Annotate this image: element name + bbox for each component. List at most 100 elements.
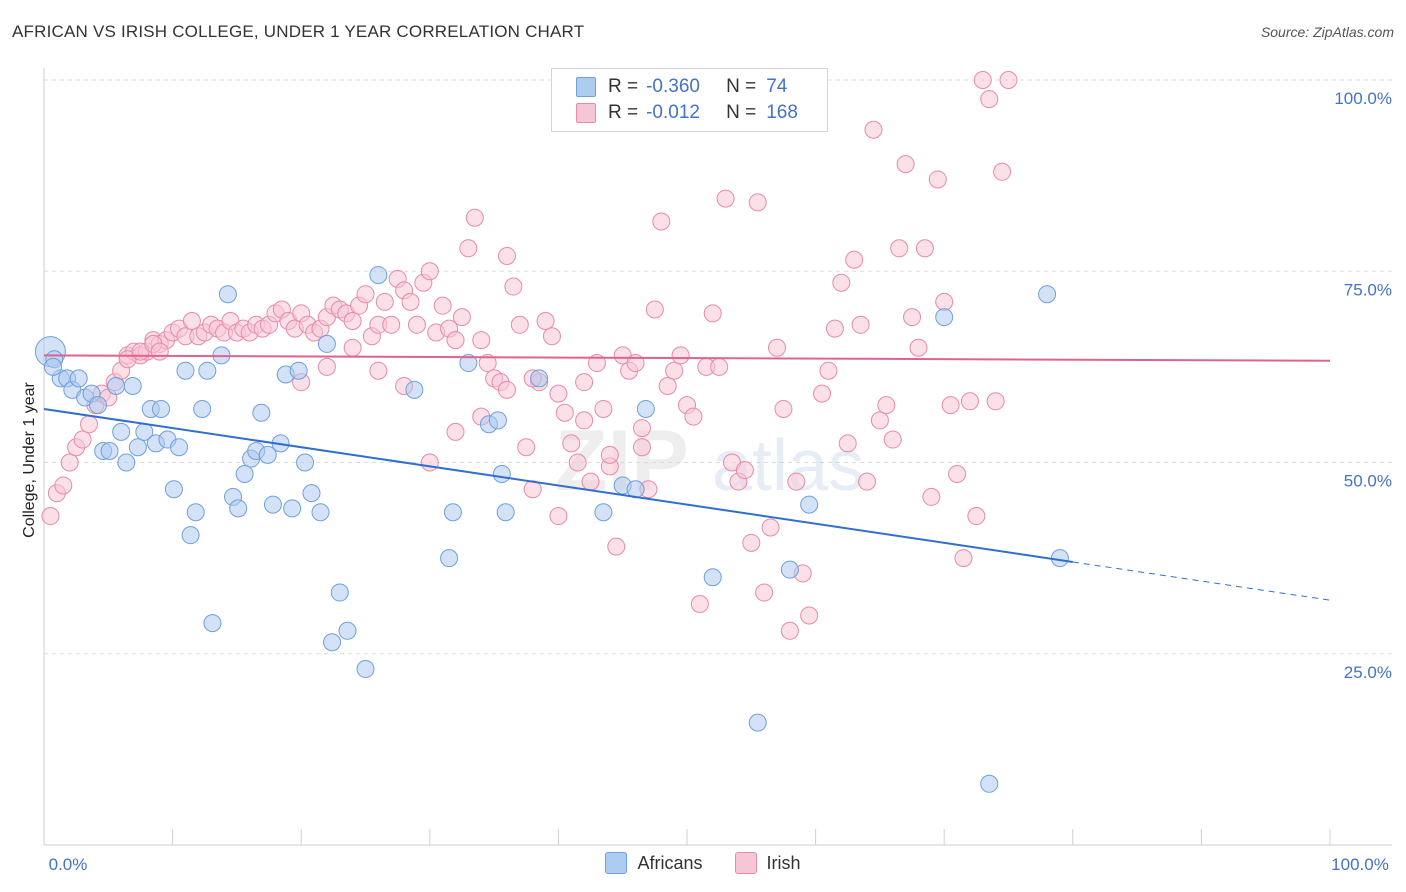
africans-point [369, 266, 388, 285]
legend-n-value: 74 [766, 76, 788, 97]
y-tick-label: 50.0% [1344, 472, 1392, 491]
legend-n-value: 168 [766, 102, 798, 123]
africans-point [112, 422, 131, 441]
legend-item-irish[interactable]: Irish [734, 852, 801, 874]
irish-point [832, 273, 851, 292]
irish-point [594, 399, 613, 418]
africans-trend-extension [1072, 561, 1331, 601]
irish-point [41, 507, 60, 526]
axes [43, 68, 1392, 846]
legend-label-africans: Africans [637, 852, 703, 873]
irish-point [510, 315, 529, 334]
africans-point [198, 361, 217, 380]
irish-point [735, 461, 754, 480]
irish-point [60, 453, 79, 472]
irish-swatch [734, 852, 757, 874]
irish-point [761, 518, 780, 537]
africans-point [117, 453, 136, 472]
irish-point [568, 453, 587, 472]
africans-point [636, 399, 655, 418]
irish-point [999, 71, 1018, 89]
africans-point [69, 369, 88, 388]
irish-point [877, 396, 896, 415]
irish-point [407, 315, 426, 334]
legend-n-label: N = [726, 102, 757, 123]
africans-point [258, 445, 277, 464]
irish-point [420, 262, 439, 281]
irish-point [343, 338, 362, 357]
irish-point [903, 308, 922, 327]
watermark: ZIP atlas [555, 413, 864, 509]
africans-point [164, 480, 183, 499]
irish-point [607, 537, 626, 556]
irish-point [452, 308, 471, 327]
irish-point [870, 411, 889, 430]
africans-point [356, 660, 375, 679]
africans-point [44, 357, 63, 376]
irish-point [549, 384, 568, 403]
irish-point [356, 285, 375, 304]
stats-legend: R = -0.360 N = 74 R = -0.012 N = 168 [551, 68, 828, 132]
africans-point [1050, 549, 1069, 568]
africans-point [176, 361, 195, 380]
africans-trend-line [43, 407, 1073, 563]
irish-point [973, 71, 992, 89]
irish-point [671, 346, 690, 365]
africans-point [203, 614, 222, 633]
irish-point [80, 415, 99, 434]
irish-point [401, 292, 420, 311]
irish-point [960, 392, 979, 411]
irish-point [504, 277, 523, 296]
irish-point [600, 445, 619, 464]
irish-point [684, 407, 703, 426]
y-axis-label: College, Under 1 year [21, 382, 38, 538]
irish-point [845, 250, 864, 269]
irish-point [896, 155, 915, 174]
legend-item-africans[interactable]: Africans [605, 852, 703, 874]
africans-point [283, 499, 302, 518]
irish-point [980, 90, 999, 109]
irish-point [690, 595, 709, 614]
irish-point [562, 434, 581, 453]
africans-point [492, 464, 511, 483]
irish-point [459, 239, 478, 258]
africans-point [1038, 285, 1057, 304]
irish-point [774, 399, 793, 418]
africans-point [193, 399, 212, 418]
x-tick-label: 0.0% [49, 855, 88, 874]
irish-point [497, 246, 516, 265]
irish-point [465, 208, 484, 227]
irish-point [819, 361, 838, 380]
africans-point [496, 503, 515, 522]
africans-point [89, 396, 108, 415]
africans-point [330, 583, 349, 602]
irish-point [748, 193, 767, 212]
africans-point [488, 411, 507, 430]
irish-point [536, 311, 555, 330]
irish-point [922, 487, 941, 506]
irish-point [369, 361, 388, 380]
africans-point [530, 369, 549, 388]
y-tick-label: 25.0% [1344, 663, 1392, 682]
irish-point [883, 430, 902, 449]
irish-point [915, 239, 934, 258]
africans-point [323, 633, 342, 652]
irish-point [632, 419, 651, 438]
legend-n-label: N = [726, 76, 757, 97]
irish-point [652, 212, 671, 231]
tick-labels: 100.0% 75.0% 50.0% 25.0% 0.0% 100.0% [49, 89, 1392, 874]
irish-point [967, 507, 986, 526]
irish-point [710, 357, 729, 376]
africans-point [289, 361, 308, 380]
irish-point [549, 507, 568, 526]
irish-point [446, 331, 465, 350]
irish-swatch [576, 103, 596, 123]
irish-point [73, 430, 92, 449]
irish-point [851, 315, 870, 334]
africans-point [181, 526, 200, 545]
irish-point [941, 396, 960, 415]
irish-point [343, 311, 362, 330]
irish-point [658, 377, 677, 395]
irish-point [780, 621, 799, 640]
